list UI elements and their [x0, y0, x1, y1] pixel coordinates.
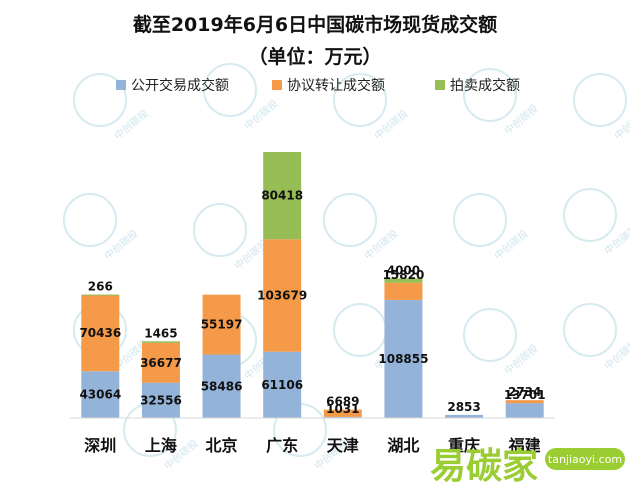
- x-tick-label: 深圳: [84, 436, 116, 455]
- category-label-layer: 深圳 上海 北京 广东 天津 湖北 重庆 福建: [84, 436, 540, 455]
- data-label: 36677: [140, 356, 182, 370]
- watermark-ring-icon: [463, 308, 517, 362]
- watermark-ring-icon: [203, 63, 257, 117]
- chart-title: 截至2019年6月6日中国碳市场现货成交额: [133, 13, 497, 36]
- bar-segment: [323, 409, 362, 417]
- x-tick-label: 北京: [206, 436, 238, 455]
- chart-legend: 公开交易成交额 协议转让成交额 拍卖成交额: [116, 77, 520, 94]
- bar-segment: [141, 341, 180, 343]
- bar-segment: [384, 282, 423, 300]
- data-label: 58486: [201, 379, 243, 393]
- legend-label: 公开交易成交额: [131, 77, 229, 94]
- bar-segment: [141, 382, 180, 418]
- brand-domain: tanjiaoyi.com: [548, 453, 622, 466]
- data-label: 266: [88, 280, 113, 294]
- brand-domain-pill: [545, 448, 625, 470]
- x-tick-label: 湖北: [387, 436, 419, 455]
- watermark-text: 中创碳投: [112, 107, 151, 143]
- bar-segment: [81, 294, 120, 296]
- watermark-ring-icon: [333, 303, 387, 357]
- watermark-text: 中创碳投: [102, 227, 141, 263]
- bar-segment: [81, 294, 120, 372]
- watermark-ring-icon: [463, 68, 517, 122]
- watermark-ring-icon: [563, 188, 617, 242]
- watermark-ring-icon: [573, 73, 627, 127]
- bar-segment: [263, 239, 302, 352]
- watermark-text: 中创碳投: [242, 97, 281, 133]
- bar-segment: [81, 371, 120, 418]
- data-label: 80418: [261, 189, 303, 203]
- data-label: 15820: [383, 268, 425, 282]
- x-tick-label: 福建: [508, 436, 541, 455]
- watermark-text: 中创碳投: [612, 107, 630, 143]
- data-label: 1465: [144, 326, 177, 340]
- watermark-text: 中创碳投: [372, 107, 411, 143]
- data-label: 2853: [447, 400, 480, 414]
- bar-segment: [323, 416, 362, 418]
- watermark-ring-icon: [63, 193, 117, 247]
- watermark-text: 中创碳投: [602, 222, 630, 258]
- bar-segment: [202, 354, 241, 418]
- chart-subtitle: （单位：万元）: [248, 45, 381, 68]
- legend-swatch: [272, 80, 282, 90]
- data-label: 2734: [508, 385, 541, 399]
- watermark-text: 中创碳投: [362, 227, 401, 263]
- watermark-text: 中创碳投: [492, 227, 531, 263]
- data-label: 108855: [378, 352, 428, 366]
- watermark-text: 中创碳投: [502, 102, 541, 138]
- watermark-ring-icon: [73, 73, 127, 127]
- bar-layer: [81, 152, 544, 418]
- brand-logo: 易碳家 tanjiaoyi.com: [430, 446, 625, 487]
- watermark-ring-icon: [323, 193, 377, 247]
- x-tick-label: 广东: [266, 436, 298, 455]
- watermark-ring-icon: [563, 303, 617, 357]
- data-label: 32556: [140, 393, 182, 407]
- x-tick-label: 重庆: [448, 436, 480, 455]
- legend-label: 协议转让成交额: [287, 77, 385, 94]
- watermark-ring-icon: [193, 203, 247, 257]
- legend-swatch: [435, 80, 445, 90]
- bar-segment: [263, 152, 302, 240]
- x-tick-label: 上海: [145, 436, 177, 455]
- x-tick-label: 天津: [327, 436, 359, 455]
- bar-segment: [384, 299, 423, 418]
- data-label: 103679: [257, 288, 307, 302]
- data-label: 43064: [79, 388, 121, 402]
- watermark-text: 中创碳投: [602, 337, 630, 373]
- bar-segment: [505, 403, 544, 418]
- value-label-layer: 43064 70436 266 32556 36677 1465 58486 55197 611…: [79, 189, 545, 416]
- data-label: 13701: [504, 388, 546, 402]
- legend-label: 拍卖成交额: [450, 77, 520, 94]
- bar-segment: [505, 400, 544, 404]
- watermark-ring-icon: [333, 73, 387, 127]
- bar-segment: [445, 414, 484, 418]
- bar-segment: [263, 351, 302, 418]
- data-label: 55197: [201, 318, 243, 332]
- watermark-ring-icon: [453, 193, 507, 247]
- legend-swatch: [116, 80, 126, 90]
- data-label: 70436: [79, 326, 121, 340]
- data-label: 61106: [261, 378, 303, 392]
- bar-segment: [384, 278, 423, 283]
- watermark-text: 中创碳投: [502, 342, 541, 378]
- data-label: 6689: [326, 395, 359, 409]
- bar-segment: [141, 342, 180, 383]
- data-label: 1031: [326, 402, 359, 416]
- bar-segment: [202, 294, 241, 355]
- data-label: 4000: [387, 263, 420, 277]
- brand-name: 易碳家: [430, 446, 538, 487]
